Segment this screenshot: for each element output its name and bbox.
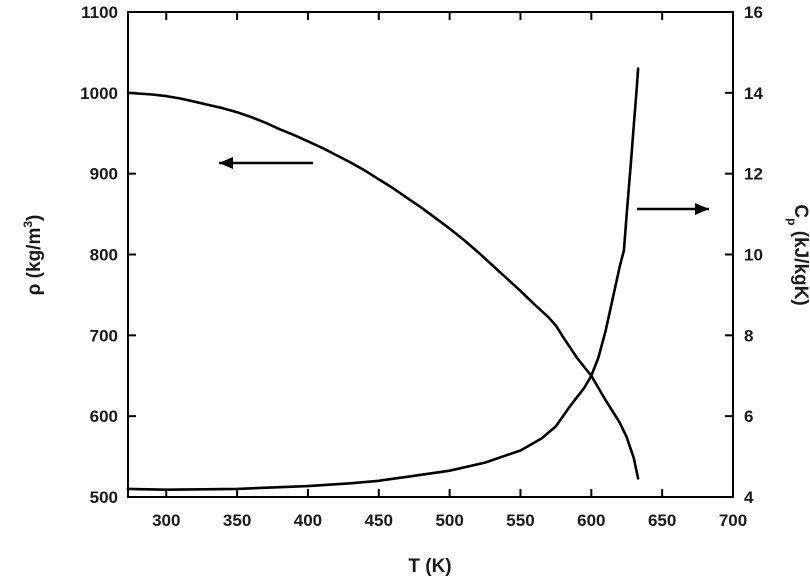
y-left-tick-label: 500 <box>90 488 118 507</box>
y-right-tick-label: 14 <box>744 84 763 103</box>
y-left-tick-label: 600 <box>90 407 118 426</box>
y-axis-label-left: ρ (kg/m3) <box>21 215 45 296</box>
y-right-tick-label: 6 <box>744 407 753 426</box>
y-right-tick-label: 10 <box>744 246 763 265</box>
x-axis-label: T (K) <box>408 556 451 577</box>
y-left-tick-label: 900 <box>90 165 118 184</box>
y-axis-label-right: Cp (kJ/kgK) <box>785 204 810 305</box>
x-tick-label: 450 <box>365 511 393 530</box>
y-right-tick-label: 16 <box>744 3 763 22</box>
x-tick-label: 600 <box>577 511 605 530</box>
series-layer <box>126 67 640 492</box>
y-right-tick-label: 12 <box>744 165 763 184</box>
x-tick-label: 350 <box>223 511 251 530</box>
x-tick-label: 300 <box>152 511 180 530</box>
ticks-layer: 300 350 400 450 500 550 600 650 700 500 600 700 800 9… <box>80 3 763 530</box>
x-tick-label: 650 <box>648 511 676 530</box>
y-left-tick-label: 1000 <box>80 84 118 103</box>
x-tick-label: 700 <box>719 511 747 530</box>
arrow-left-axis-indicator <box>219 157 313 169</box>
arrow-right-axis-indicator <box>637 203 709 215</box>
x-tick-label: 550 <box>506 511 534 530</box>
y-right-tick-label: 4 <box>744 488 754 507</box>
series-line-right-axis <box>126 67 640 492</box>
y-left-tick-label: 800 <box>90 246 118 265</box>
plot-frame <box>127 11 734 498</box>
x-tick-label: 500 <box>435 511 463 530</box>
series-line-left-axis <box>126 91 640 480</box>
arrows-layer <box>219 157 709 215</box>
x-tick-label: 400 <box>294 511 322 530</box>
y-left-tick-label: 1100 <box>81 3 118 22</box>
y-right-tick-label: 8 <box>744 326 753 345</box>
y-left-tick-label: 700 <box>90 326 118 345</box>
